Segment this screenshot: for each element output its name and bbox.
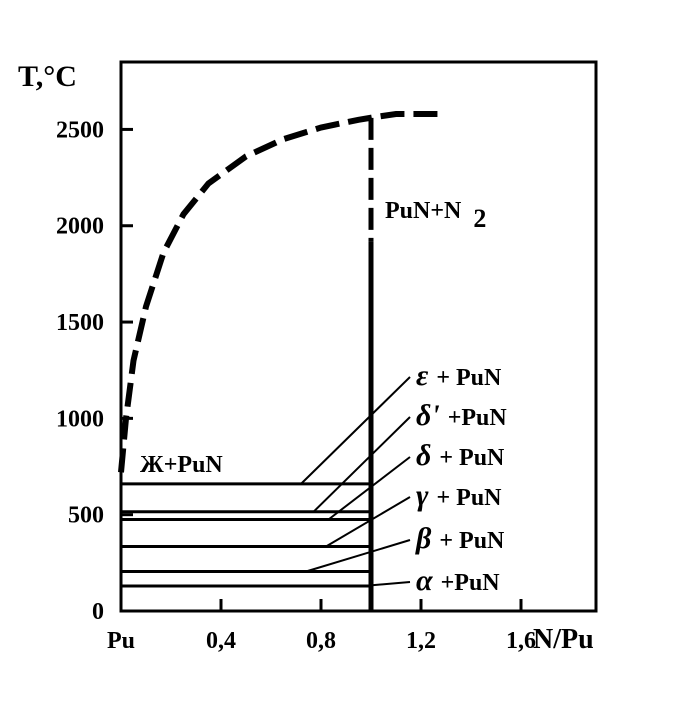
y-tick-label-2: 1000 (56, 406, 104, 432)
y-tick-label-5: 2500 (56, 117, 104, 143)
y-tick-label-0: 0 (92, 599, 104, 625)
x-tick-label-0: Pu (107, 628, 135, 654)
phase-leader-line-2 (327, 456, 411, 521)
phase-leader-line-1 (312, 416, 411, 513)
phase-symbol-4: β (415, 522, 432, 555)
phase-label-3: γ + PuN (416, 479, 502, 512)
phase-symbol-5: α (416, 564, 433, 597)
phase-label-4: β + PuN (415, 522, 505, 555)
phase-symbol-3: γ (416, 479, 429, 512)
y-tick-label-3: 1500 (56, 310, 104, 336)
phase-text-3: + PuN (436, 485, 502, 511)
x-tick-label-4: 1,6 (506, 628, 536, 654)
phase-text-4: + PuN (439, 528, 505, 554)
isotherm-lines (121, 482, 371, 588)
y-tick-label-4: 2000 (56, 214, 104, 240)
region-label-pun-n2-sub: 2 (473, 204, 486, 233)
y-axis-label: T,°C (18, 60, 77, 93)
phase-leader-line-0 (300, 376, 411, 485)
x-ticks: Pu 0,4 0,8 1,2 1,6 (107, 599, 536, 654)
region-label-liquid-pun: Ж+PuN (140, 452, 223, 478)
x-axis-label: N/Pu (533, 624, 594, 655)
phase-label-1: δ' +PuN (416, 399, 507, 432)
x-tick-label-1: 0,4 (206, 628, 236, 654)
phase-leader-line-3 (325, 496, 411, 548)
liquidus-dashed-curve (118, 111, 446, 473)
phase-leader-line-4 (305, 539, 411, 573)
plot-frame (119, 60, 598, 613)
phase-symbol-0: ε (416, 359, 429, 392)
x-tick-label-3: 1,2 (406, 628, 436, 654)
phase-label-5: α +PuN (416, 564, 500, 597)
phase-text-5: +PuN (441, 570, 501, 596)
phase-text-1: +PuN (448, 405, 508, 431)
y-ticks: 0 500 1000 1500 2000 2500 (56, 117, 133, 625)
region-label-pun-n2: PuN+N 2 (385, 198, 486, 233)
phase-symbol-2: δ (416, 439, 431, 472)
y-tick-label-1: 500 (68, 503, 104, 529)
phase-label-0: ε + PuN (416, 359, 502, 392)
phase-leader-line-5 (363, 581, 411, 587)
phase-label-2: δ + PuN (416, 439, 505, 472)
phase-text-2: + PuN (439, 445, 505, 471)
phase-symbol-1: δ' (416, 399, 440, 432)
phase-text-0: + PuN (436, 365, 502, 391)
region-label-pun-n2-main: PuN+N (385, 198, 462, 224)
x-tick-label-2: 0,8 (306, 628, 336, 654)
